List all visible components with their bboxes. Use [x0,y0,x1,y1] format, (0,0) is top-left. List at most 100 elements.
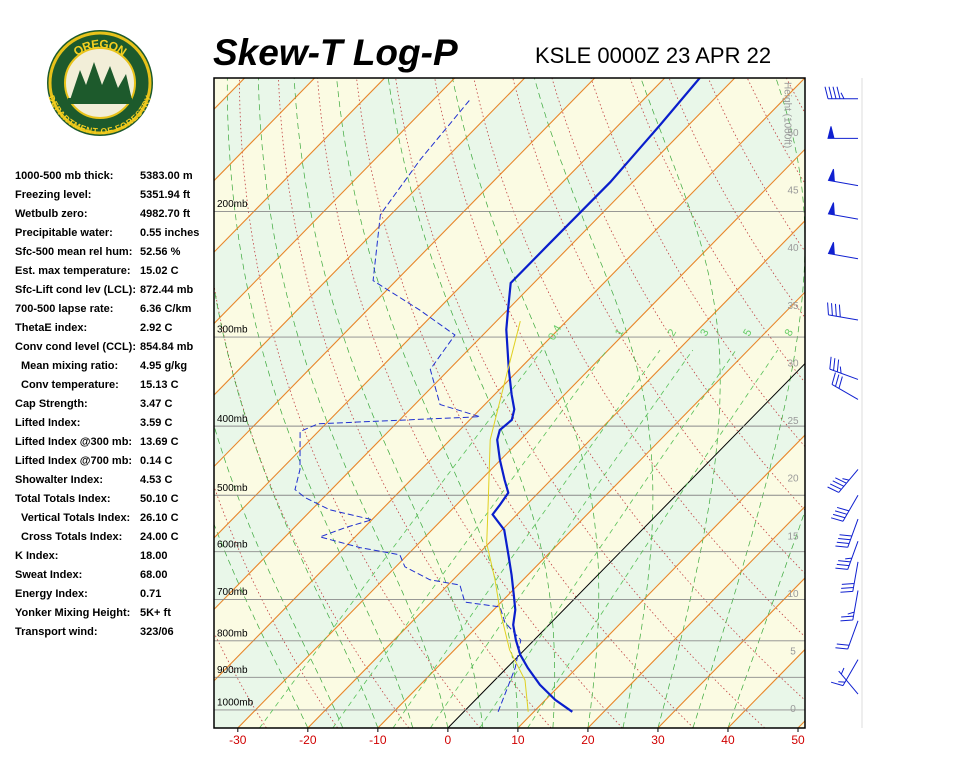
moist-adiabat [214,523,309,728]
mixing-ratio-label: 8 [783,327,796,338]
wind-barb [827,168,859,187]
isotherm [214,78,386,253]
x-tick-label: 40 [721,733,735,747]
dry-adiabat [317,78,623,728]
height-tick-label: 15 [787,531,799,542]
isotherm [377,291,805,728]
wind-barb [830,495,859,522]
stat-value: 6.36 C/km [140,303,192,315]
isotherm [237,148,805,728]
stat-label: Energy Index: [15,588,88,600]
dry-adiabat [434,78,805,701]
stat-label: Conv cond level (CCL): [15,341,136,353]
stat-value: 0.71 [140,588,161,600]
stat-label: Total Totals Index: [15,493,111,505]
stat-value: 5K+ ft [140,607,171,619]
sounding-line [491,78,701,713]
logo-top-text: OREGON [71,37,129,59]
stat-value: 3.59 C [140,417,172,429]
wind-barb [827,202,859,220]
moist-adiabat [336,78,519,728]
stat-label: Yonker Mixing Height: [15,607,130,619]
wind-barb [827,469,859,493]
isotherm [797,720,805,728]
mixing-ratio-line [332,349,608,728]
stat-label: Vertical Totals Index: [21,512,130,524]
isotherm [214,78,666,539]
height-tick-label: 5 [790,647,796,658]
mixing-ratio-label: 2 [666,327,679,338]
moist-adiabat [727,510,805,728]
wind-barb [840,561,859,593]
stat-label: Sweat Index: [15,569,82,581]
wind-barb [831,372,859,400]
pressure-label: 200mb [217,199,248,210]
wind-barb [824,86,858,100]
moist-adiabat [640,78,721,728]
wind-barb [829,356,859,380]
wind-barb [827,126,858,139]
stat-value: 52.56 % [140,246,181,258]
pressure-label: 700mb [217,587,248,598]
stat-value: 0.14 C [140,455,172,467]
station-time: KSLE 0000Z 23 APR 22 [535,43,771,68]
stat-value: 854.84 mb [140,341,193,353]
isotherm [587,505,805,728]
stat-value: 68.00 [140,569,168,581]
mixing-ratio-label: 3 [698,327,711,338]
stat-value: 18.00 [140,550,168,562]
height-tick-label: 35 [787,301,799,312]
wind-barb [838,667,859,695]
dry-adiabat [395,78,766,728]
plot-frame [213,77,806,729]
dry-adiabat [903,78,960,729]
wind-barb [835,541,859,570]
stat-value: 5351.94 ft [140,189,190,201]
x-tick-label: 20 [581,733,595,747]
wind-barb [835,518,859,548]
isotherm [214,78,596,468]
stat-value: 4982.70 ft [140,208,190,220]
height-tick-label: 30 [787,358,799,369]
mixing-ratio-line [259,349,543,728]
stat-value: 2.92 C [140,322,172,334]
isotherm [214,78,736,611]
stat-label: Conv temperature: [21,379,119,391]
dry-adiabat [942,78,960,729]
stat-label: ThetaE index: [15,322,87,334]
title: Skew-T Log-P [213,32,458,73]
pressure-label: 1000mb [217,698,254,709]
isotherm [307,219,805,728]
x-tick-label: 50 [791,733,805,747]
x-tick-label: -10 [369,733,387,747]
stat-label: Precipitable water: [15,227,113,239]
logo: OREGON DEPARTMENT OF FORESTRY [46,30,154,136]
stat-label: Freezing level: [15,189,91,201]
height-axis-label: Height (1000ft) [781,82,792,148]
isotherm [447,362,805,728]
logo-top-path: OREGON [71,37,129,59]
stat-label: Sfc-Lift cond lev (LCL): [15,284,136,296]
stat-label: Lifted Index @300 mb: [15,436,132,448]
x-tick-label: -30 [229,733,247,747]
mixing-ratio-label: 1 [613,327,626,338]
x-tick-label: 30 [651,733,665,747]
stat-label: Cross Totals Index: [21,531,122,543]
dry-adiabat [785,78,805,114]
stat-label: Showalter Index: [15,474,103,486]
moist-adiabat [387,78,556,728]
stat-value: 15.13 C [140,379,179,391]
stat-label: Cap Strength: [15,398,88,410]
stat-value: 50.10 C [140,493,179,505]
stat-label: Est. max temperature: [15,265,131,277]
pressure-label: 900mb [217,665,248,676]
stat-value: 15.02 C [140,265,179,277]
dry-adiabat [825,78,960,729]
stat-value: 323/06 [140,626,174,638]
stat-value: 4.95 g/kg [140,360,187,372]
isotherm [214,78,456,325]
x-tick-label: 10 [511,733,525,747]
mixing-ratio-label: 5 [741,327,754,338]
